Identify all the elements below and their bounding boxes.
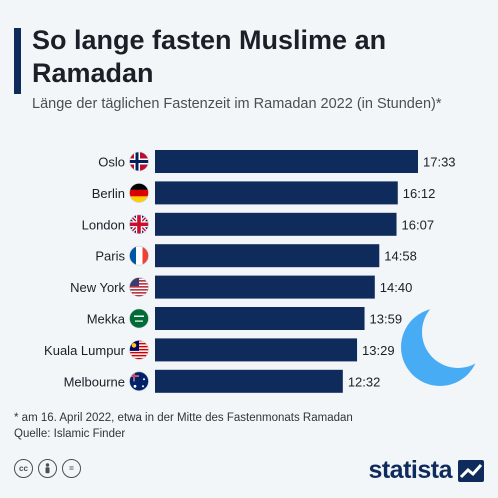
category-label: Kuala Lumpur [44,343,126,358]
title-accent-bar [14,28,21,94]
nd-icon[interactable]: = [62,459,81,478]
bar [155,369,343,393]
bar-row: Kuala Lumpur 13:29 [44,338,395,362]
bar-row: Mekka 13:59 [87,307,402,330]
value-label: 17:33 [423,155,456,170]
value-label: 16:07 [402,217,435,232]
bar [155,212,397,236]
bar-row: Melbourne 12:32 [64,369,381,393]
category-label: Melbourne [64,374,125,389]
chart-title: So lange fasten Muslime an Ramadan [32,25,387,88]
source-text: Quelle: Islamic Finder [14,428,126,440]
bar-row: Paris 14:58 [95,244,417,268]
value-label: 12:32 [348,374,381,389]
bar [155,244,380,268]
flag-malaysia-icon [129,340,149,360]
footnote-block: * am 16. April 2022, etwa in der Mitte d… [14,410,353,442]
flag-usa-icon [129,277,149,297]
bar-row: Oslo 17:33 [98,150,456,173]
footnote-text: * am 16. April 2022, etwa in der Mitte d… [14,412,353,424]
value-label: 14:58 [384,249,417,264]
flag-norway-icon [129,151,149,172]
bar [155,338,358,362]
category-label: Paris [95,249,125,264]
bar-row: London 16:07 [82,212,435,236]
category-label: Oslo [98,155,125,170]
value-label: 13:59 [370,312,403,327]
statista-logo-icon [458,459,484,482]
category-label: London [82,217,125,232]
statista-logo[interactable]: statista [368,456,484,485]
crescent-moon-icon [401,308,479,386]
flag-france-icon [129,245,149,266]
flag-australia-icon [129,371,149,392]
bar-row: Berlin 16:12 [92,181,436,205]
value-label: 16:12 [403,186,436,201]
value-label: 14:40 [380,280,413,295]
flag-germany-icon [129,183,149,203]
chart-subtitle: Länge der täglichen Fastenzeit im Ramada… [32,96,442,112]
flag-uk-icon [129,214,149,235]
cc-icon[interactable]: cc [14,459,33,478]
bar [155,150,418,173]
category-label: Berlin [92,186,125,201]
flag-saudi-arabia-icon [129,308,149,329]
category-label: New York [70,280,125,295]
by-icon[interactable] [38,459,57,478]
value-label: 13:29 [362,343,395,358]
license-icons: cc = [14,459,81,478]
bar-row: New York 14:40 [70,275,413,299]
bar [155,275,375,299]
category-label: Mekka [87,312,126,327]
logo-text: statista [368,456,452,484]
bar [155,307,365,330]
bar [155,181,398,205]
